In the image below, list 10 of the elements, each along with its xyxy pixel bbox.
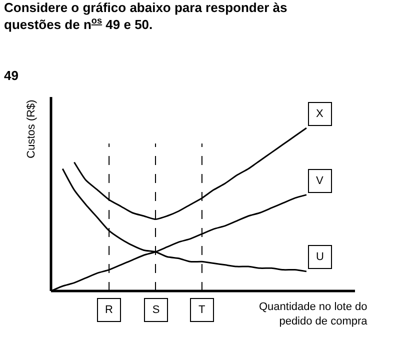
chart-subtitle: 49 [4,68,18,83]
series-label: U [316,251,324,263]
y-axis-title: Custos (R$) [25,100,38,158]
x-tick-label: T [198,304,206,316]
series-label: X [316,108,324,120]
x-tick-label: S [152,304,160,316]
x-tick-label: R [105,304,113,316]
x-axis-title: Quantidade no lote do pedido de compra [259,301,368,328]
chart-title: Considere o gráfico abaixo para responder às questões de n$^{os}$ 49 e 50. [4,0,288,32]
series-label: V [316,175,324,187]
